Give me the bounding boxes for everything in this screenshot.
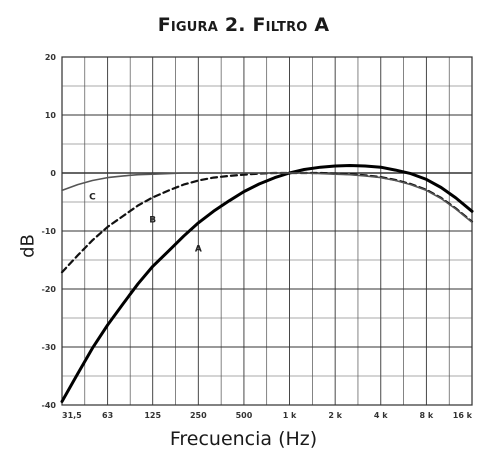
series-line-c: [61, 172, 473, 224]
curve-label-b: B: [149, 215, 156, 225]
x-tick-label: 250: [190, 411, 207, 420]
x-tick-label: 1 k: [283, 411, 297, 420]
x-tick-label: 2 k: [328, 411, 342, 420]
x-axis-label: Frecuencia (Hz): [169, 428, 318, 450]
series-line-a: [60, 164, 474, 403]
x-tick-label: 63: [102, 411, 113, 420]
y-tick-label: -10: [42, 227, 57, 236]
tick-labels: 31,5 63 125 250 500 1 k 2 k 4 k 8 k 16 k 20 10 0 -10 -…: [42, 53, 473, 420]
x-tick-label: 4 k: [374, 411, 388, 420]
x-tick-label: 125: [144, 411, 161, 420]
chart-title: Figura 2. Filtro A: [157, 14, 330, 36]
y-tick-label: -20: [42, 285, 57, 294]
y-tick-label: 10: [45, 111, 57, 120]
x-tick-label: 31,5: [62, 411, 82, 420]
x-tick-label: 16 k: [453, 411, 473, 420]
y-tick-label: -30: [42, 343, 57, 352]
curve-label-c: C: [89, 193, 96, 203]
grid: [61, 56, 473, 406]
y-tick-label: 20: [45, 53, 57, 62]
x-tick-label: 500: [236, 411, 253, 420]
x-tick-label: 8 k: [420, 411, 434, 420]
y-tick-label: -40: [42, 401, 57, 410]
curve-label-a: A: [195, 244, 202, 254]
y-tick-label: 0: [50, 169, 56, 178]
series-lines: [60, 164, 474, 403]
